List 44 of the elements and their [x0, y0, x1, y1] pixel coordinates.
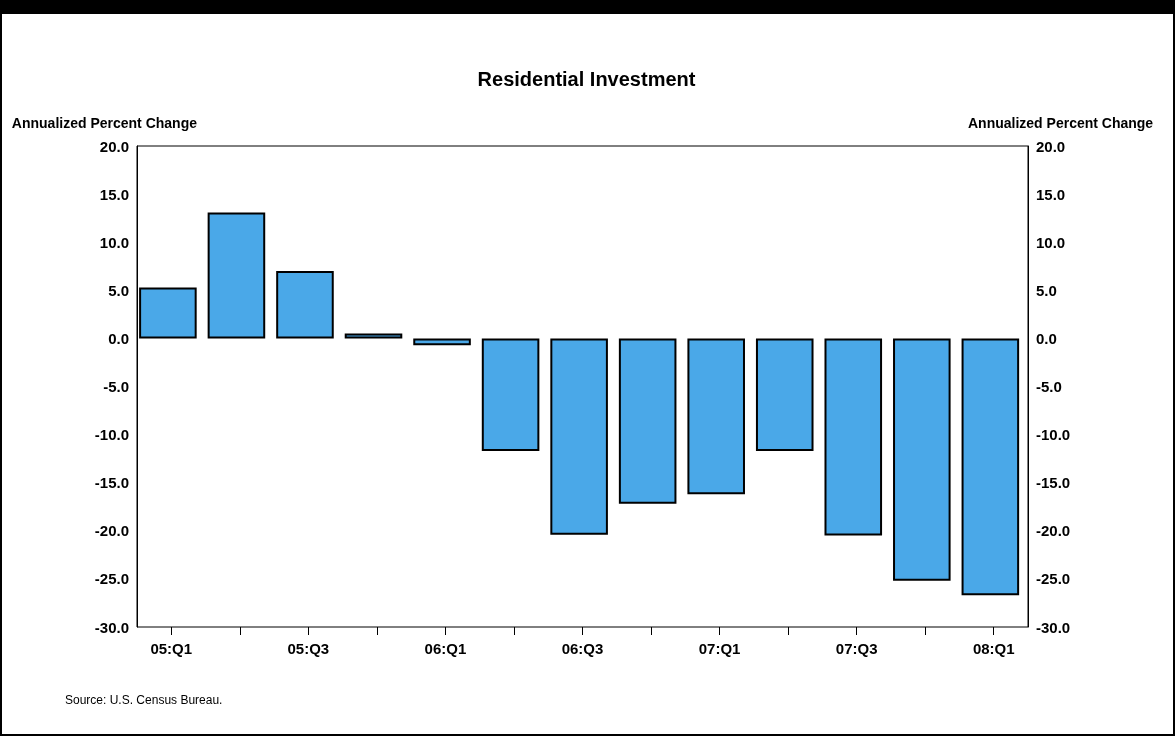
y-tick-label: -10.0: [94, 426, 129, 444]
bar: [276, 271, 334, 339]
bar: [893, 338, 951, 581]
y2-axis-title: Annualized Percent Change: [968, 115, 1154, 131]
y-axis-title: Annualized Percent Change: [11, 115, 198, 131]
y2-tick-label: 5.0: [1036, 281, 1057, 299]
y-tick-label: 10.0: [99, 233, 129, 251]
x-tick-label: 07:Q1: [698, 640, 741, 657]
bar: [413, 338, 471, 346]
bar: [755, 338, 814, 451]
bar: [550, 338, 608, 535]
y2-tick-label: -10.0: [1036, 426, 1071, 444]
source-note: Source: U.S. Census Bureau.: [65, 693, 223, 707]
y2-tick-label: -25.0: [1036, 570, 1071, 588]
bar: [481, 338, 540, 451]
y-tick-label: -30.0: [94, 618, 129, 636]
y2-tick-label: 15.0: [1036, 185, 1066, 203]
y-tick-label: 15.0: [99, 185, 129, 203]
chart-title: Residential Investment: [477, 68, 696, 90]
y-tick-label: 5.0: [108, 281, 129, 299]
y-tick-label: 0.0: [108, 329, 129, 347]
bar: [687, 338, 745, 495]
bar: [824, 338, 883, 536]
y-tick-label: -5.0: [103, 378, 129, 395]
x-tick-label: 07:Q3: [835, 640, 878, 657]
y-tick-label: -15.0: [94, 474, 129, 492]
y2-tick-label: -30.0: [1036, 618, 1071, 636]
y2-tick-label: -20.0: [1036, 522, 1071, 540]
x-tick-label: 05:Q3: [287, 640, 330, 657]
y-tick-label: -25.0: [94, 570, 129, 588]
x-tick-label: 08:Q1: [972, 640, 1015, 657]
bar: [207, 212, 266, 339]
bar: [961, 338, 1020, 596]
y2-tick-label: 0.0: [1036, 329, 1057, 347]
y2-tick-label: -15.0: [1036, 474, 1071, 492]
y2-tick-label: -5.0: [1036, 378, 1062, 395]
x-tick-label: 06:Q1: [424, 640, 467, 657]
x-tick-label: 06:Q3: [561, 640, 604, 657]
x-tick-label: 05:Q1: [150, 640, 193, 657]
y-tick-label: -20.0: [94, 522, 129, 540]
y-tick-label: 20.0: [99, 137, 129, 155]
y2-tick-label: 10.0: [1036, 233, 1066, 251]
y2-tick-label: 20.0: [1036, 137, 1066, 155]
bar: [618, 338, 677, 504]
